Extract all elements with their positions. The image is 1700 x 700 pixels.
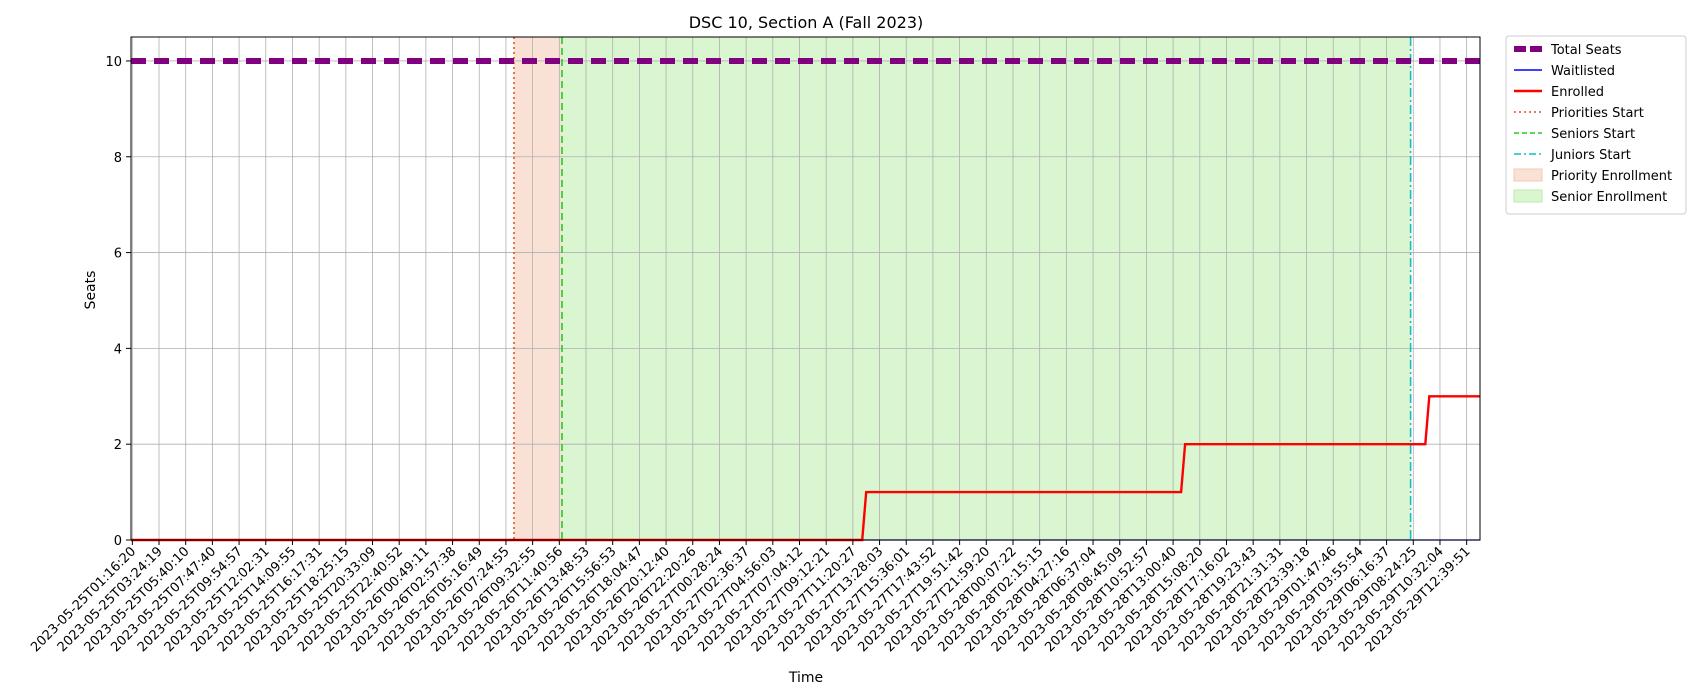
y-tick-label: 8 (114, 151, 122, 166)
legend-swatch (1513, 168, 1543, 182)
legend-label: Priority Enrollment (1551, 169, 1672, 184)
legend-box (1505, 35, 1687, 215)
legend: Total Seats Waitlisted Enrolled Priorities … (1505, 35, 1687, 215)
chart-title: DSC 10, Section A (Fall 2023) (689, 13, 924, 32)
y-axis-ticks: 0 2 4 6 8 10 (105, 55, 131, 549)
y-tick-label: 4 (114, 342, 122, 357)
legend-label: Priorities Start (1551, 106, 1644, 121)
y-tick-label: 6 (114, 247, 122, 262)
legend-label: Seniors Start (1551, 127, 1635, 142)
y-tick-label: 0 (114, 534, 122, 549)
legend-label: Juniors Start (1550, 148, 1631, 163)
legend-label: Total Seats (1550, 43, 1622, 58)
legend-swatch (1513, 189, 1543, 203)
span-0 (513, 37, 562, 540)
x-axis-ticks: 2023-05-25T01:16:202023-05-25T03:24:1920… (28, 540, 1474, 655)
x-axis-label: Time (788, 670, 823, 686)
plot-frame (130, 36, 1481, 541)
phase-lines (513, 37, 1412, 540)
y-tick-label: 10 (105, 55, 122, 70)
legend-label: Enrolled (1551, 85, 1604, 100)
y-tick-label: 2 (114, 438, 122, 453)
y-axis-label: Seats (83, 271, 99, 310)
series-enrolled (131, 395, 1480, 542)
legend-label: Senior Enrollment (1551, 190, 1667, 205)
shaded-spans (513, 37, 1411, 540)
grid-lines (131, 37, 1480, 541)
legend-label: Waitlisted (1551, 64, 1615, 79)
